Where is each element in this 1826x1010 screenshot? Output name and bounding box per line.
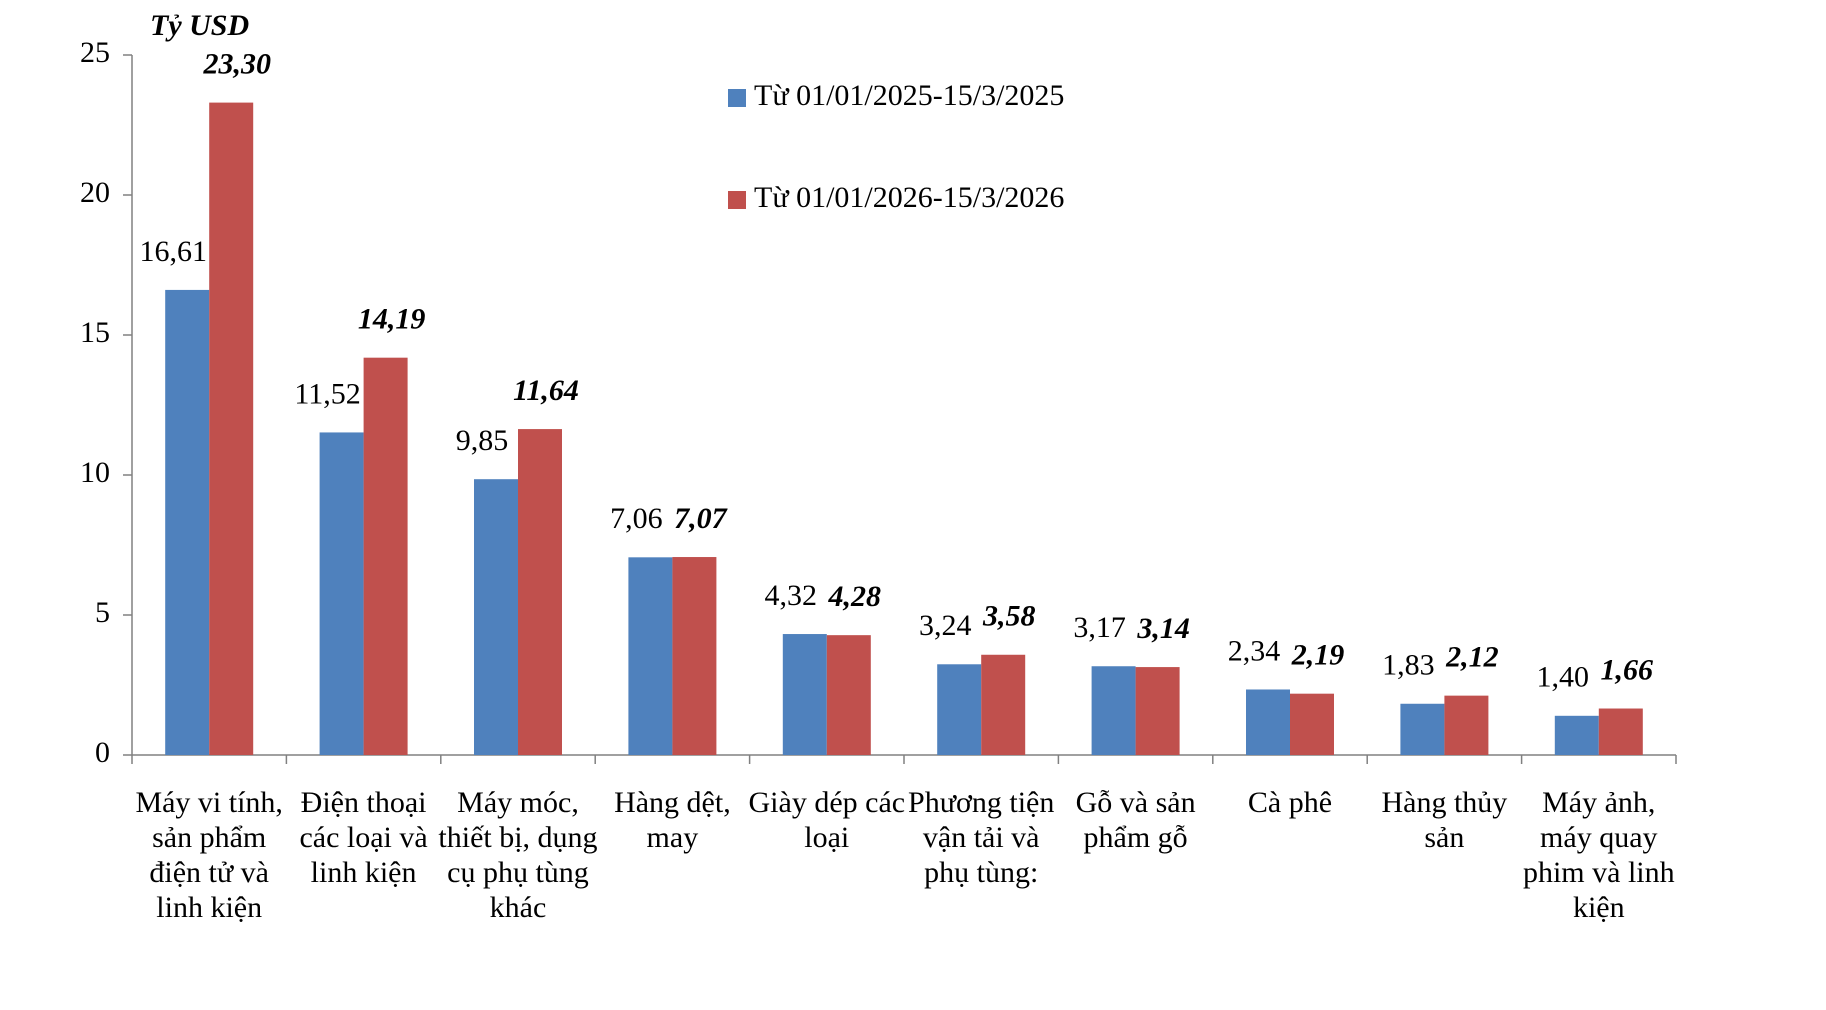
data-label: 2,34 (1228, 634, 1281, 667)
bar (209, 102, 254, 756)
legend-swatch (728, 89, 746, 107)
data-label: 23,30 (202, 47, 271, 80)
x-tick-label-box: Cà phê (1247, 786, 1333, 819)
data-label: 3,24 (919, 609, 972, 642)
bar (1135, 667, 1180, 755)
y-tick-label: 10 (80, 456, 110, 489)
x-tick-label-box: Hàng thủy sản (1381, 786, 1508, 854)
x-tick-label: Điện thoại các loại và linh kiện (299, 786, 428, 889)
data-label: 2,19 (1291, 639, 1345, 672)
y-axis-label: Tỷ USD (150, 9, 249, 42)
bar (1290, 693, 1334, 755)
x-tick-label-box: Phương tiện vận tải và phụ tùng: (908, 786, 1055, 889)
x-tick-label-box: Máy vi tính, sản phẩm điện tử và linh ki… (135, 786, 283, 924)
data-label: 4,28 (828, 580, 882, 613)
data-label: 3,58 (982, 600, 1036, 633)
data-label: 2,12 (1445, 641, 1499, 674)
bar (1554, 715, 1599, 755)
bar (826, 635, 871, 755)
x-tick-label: Hàng thủy sản (1381, 786, 1508, 854)
x-tick-label: Cà phê (1247, 786, 1333, 819)
x-tick-label: Phương tiện vận tải và phụ tùng: (908, 786, 1055, 889)
data-label: 1,83 (1382, 649, 1435, 682)
y-tick-label: 0 (95, 736, 110, 769)
legend-label: Từ 01/01/2025-15/3/2025 (754, 79, 1064, 112)
data-label: 7,06 (610, 502, 663, 535)
x-tick-label: Gỗ và sản phẩm gỗ (1075, 786, 1196, 854)
legend-label: Từ 01/01/2026-15/3/2026 (754, 181, 1064, 214)
data-label: 9,85 (456, 424, 509, 457)
y-tick-label: 5 (95, 596, 110, 629)
bar (628, 557, 673, 755)
bar (1598, 708, 1643, 755)
x-tick-label-box: Máy ảnh, máy quay phim và linh kiện (1522, 786, 1675, 924)
x-tick-label: Hàng dệt, may (614, 786, 731, 854)
data-label: 11,52 (294, 377, 360, 410)
y-tick-label: 20 (80, 176, 110, 209)
x-tick-label-box: Giày dép các loại (748, 786, 906, 854)
data-label: 11,64 (513, 374, 579, 407)
x-tick-label: Giày dép các loại (748, 786, 906, 854)
data-label: 1,40 (1537, 661, 1590, 694)
data-label: 4,32 (765, 579, 818, 612)
bar (937, 664, 982, 755)
x-tick-label: Máy vi tính, sản phẩm điện tử và linh ki… (135, 786, 283, 924)
bar (1400, 703, 1445, 755)
data-label: 16,61 (139, 235, 207, 268)
bar (981, 654, 1026, 755)
x-tick-label-box: Hàng dệt, may (614, 786, 731, 854)
data-label: 3,14 (1136, 612, 1190, 645)
bar (165, 289, 210, 755)
data-label: 14,19 (358, 303, 426, 336)
data-label: 7,07 (674, 502, 728, 535)
bar (474, 479, 518, 755)
bar (672, 557, 717, 755)
bar (1091, 666, 1136, 755)
x-tick-label-box: Điện thoại các loại và linh kiện (299, 786, 428, 889)
x-tick-label: Máy ảnh, máy quay phim và linh kiện (1522, 786, 1675, 924)
bar (518, 429, 562, 755)
y-tick-label: 25 (80, 36, 110, 69)
y-tick-label: 15 (80, 316, 110, 349)
bar (1246, 689, 1290, 755)
bar (782, 634, 827, 755)
legend-swatch (728, 191, 746, 209)
x-tick-label-box: Máy móc, thiết bị, dụng cụ phụ tùng khác (438, 786, 598, 924)
bar (1444, 695, 1489, 755)
data-label: 3,17 (1073, 611, 1126, 644)
x-tick-label-box: Gỗ và sản phẩm gỗ (1075, 786, 1196, 854)
bar (363, 357, 408, 755)
data-label: 1,66 (1601, 653, 1654, 686)
bar (319, 432, 364, 755)
x-tick-label: Máy móc, thiết bị, dụng cụ phụ tùng khác (438, 786, 598, 924)
